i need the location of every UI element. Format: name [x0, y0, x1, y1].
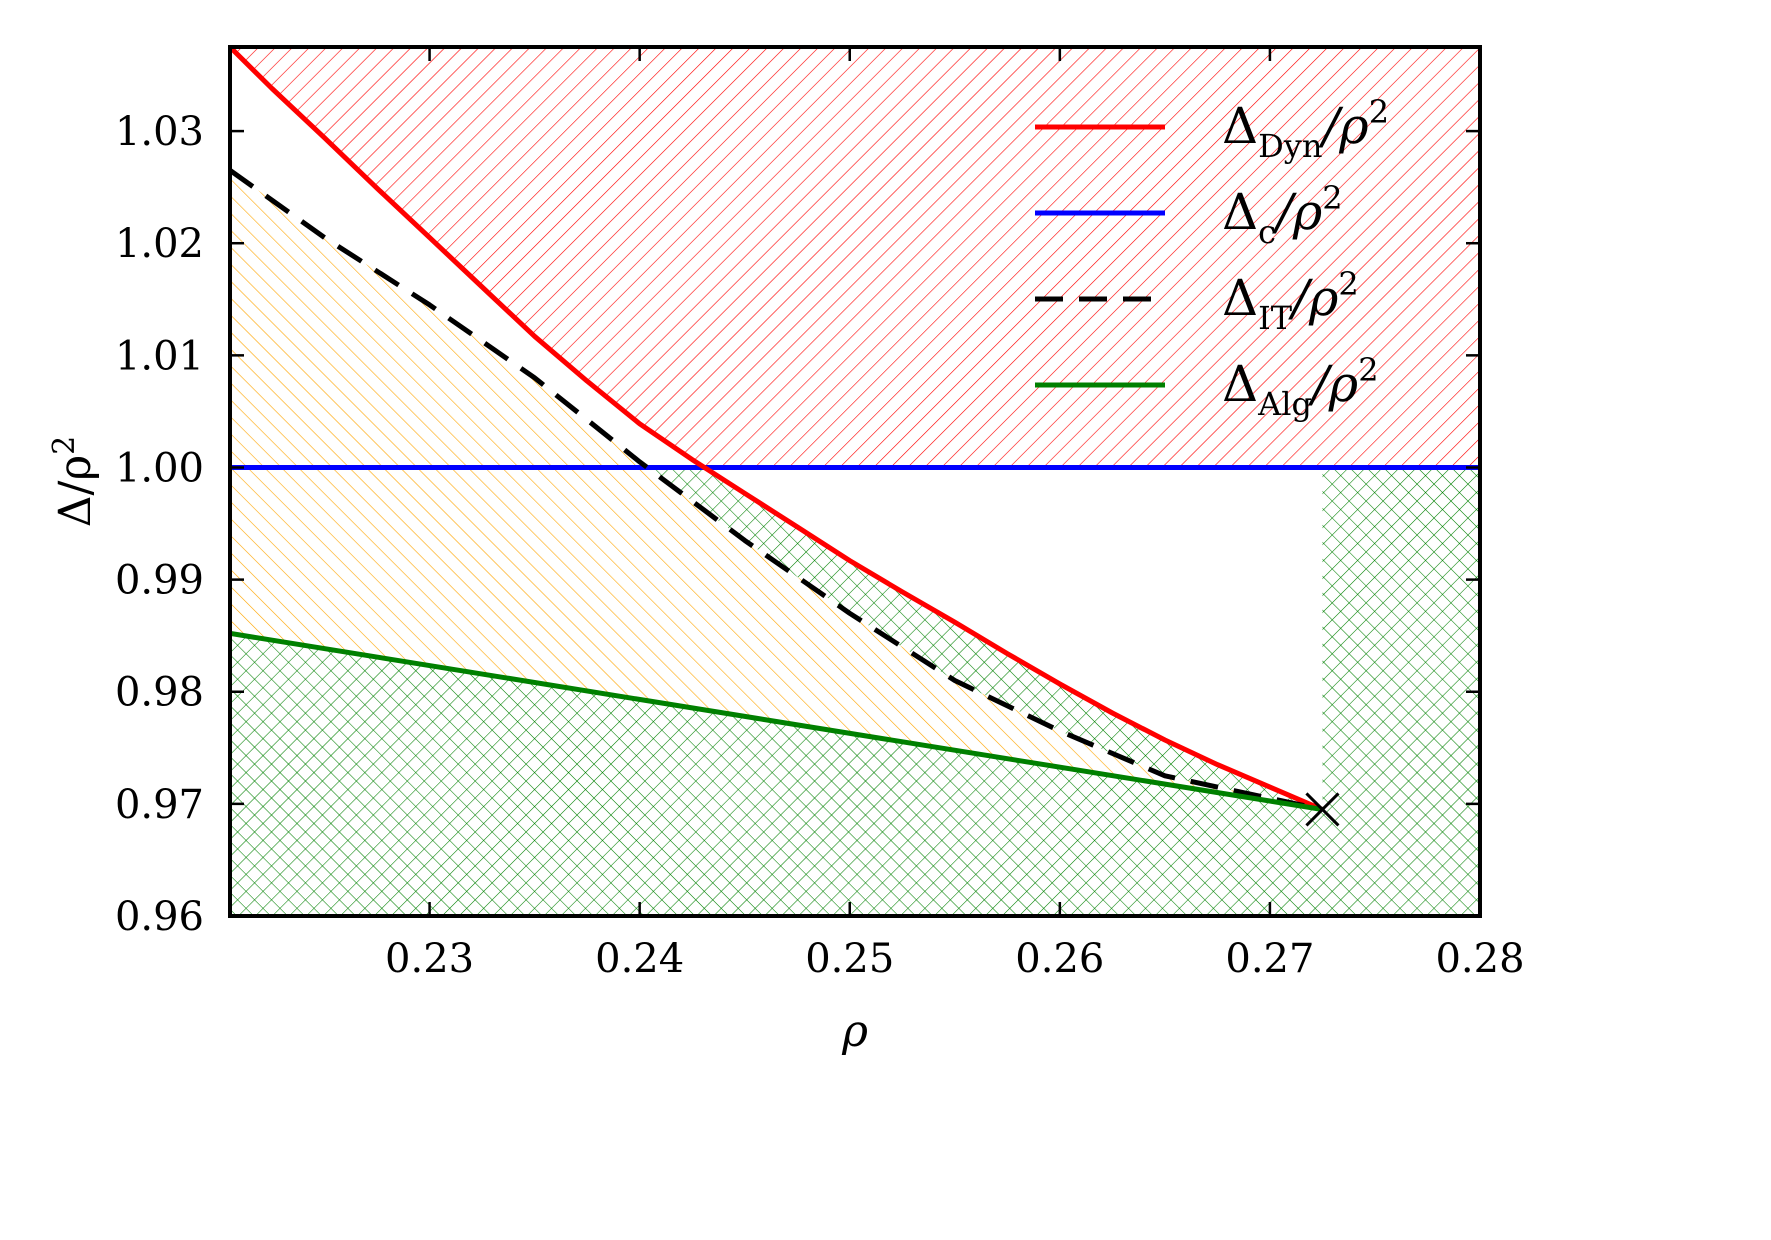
- y-tick-label: 1.03: [115, 109, 204, 155]
- x-tick-label: 0.27: [1225, 936, 1314, 982]
- legend-entry-subscript: c: [1258, 213, 1276, 251]
- y-axis-label-sup: 2: [47, 436, 82, 455]
- y-tick-label: 0.98: [115, 670, 204, 716]
- legend-entry-c: Δc/ρ2: [1222, 179, 1343, 251]
- series-line-it: [230, 168, 1323, 812]
- legend-entry-symbol: Δ: [1222, 355, 1258, 413]
- legend-entry-alg: ΔAlg/ρ2: [1222, 351, 1379, 423]
- y-tick-label: 1.01: [115, 333, 204, 379]
- endpoint-marker: [1305, 792, 1340, 827]
- y-tick-label: 0.96: [115, 894, 204, 940]
- legend-entry-symbol: Δ: [1222, 183, 1258, 241]
- y-tick-label: 1.02: [115, 221, 204, 267]
- legend-entry-suffix: /ρ: [1318, 97, 1369, 155]
- region-red-hatch: [230, 47, 1480, 468]
- legend-entry-symbol: Δ: [1222, 269, 1258, 327]
- region-green-crosshatch-lower: [230, 633, 1323, 916]
- series-line-alg: [230, 630, 1323, 812]
- legend-entry-subscript: IT: [1258, 299, 1293, 337]
- region-green-crosshatch-right: [1322, 467, 1480, 916]
- x-tick-label: 0.26: [1015, 936, 1104, 982]
- series-line-dyn: [230, 47, 1324, 812]
- endpoint-marker-stroke-b: [1305, 792, 1340, 827]
- legend-entry-suffix: /ρ: [1308, 355, 1359, 413]
- series-layer: [230, 47, 1480, 812]
- y-tick-label: 0.99: [115, 558, 204, 604]
- region-orange-hatch: [230, 170, 1323, 810]
- legend-entry-superscript: 2: [1369, 93, 1389, 131]
- legend-entry-subscript: Dyn: [1258, 127, 1322, 165]
- y-tick-label: 1.00: [115, 445, 204, 491]
- x-axis-label: ρ: [841, 1006, 868, 1057]
- y-axis-label-main: Δ/ρ: [50, 455, 101, 527]
- legend-entry-subscript: Alg: [1257, 385, 1312, 423]
- plot-frame: [228, 45, 1482, 918]
- legend-entry-suffix: /ρ: [1272, 183, 1323, 241]
- x-tick-label: 0.24: [595, 936, 684, 982]
- x-tick-label: 0.23: [385, 936, 474, 982]
- y-tick-label: 0.97: [115, 782, 204, 828]
- legend-entry-symbol: Δ: [1222, 97, 1258, 155]
- shaded-regions: [230, 47, 1480, 916]
- legend-entry-superscript: 2: [1338, 265, 1358, 303]
- y-axis-label: Δ/ρ2: [47, 436, 101, 528]
- legend-entry-superscript: 2: [1358, 351, 1378, 389]
- x-tick-label: 0.28: [1435, 936, 1524, 982]
- marker-layer: [1305, 792, 1340, 827]
- svg-text:Δ/ρ2: Δ/ρ2: [47, 436, 101, 528]
- region-green-crosshatch-middle: [647, 467, 1323, 810]
- ticks-layer: 0.23 0.24 0.25 0.26 0.27 0.28 0.96 0.97 0.98 0.99…: [115, 47, 1525, 982]
- legend-entry-superscript: 2: [1322, 179, 1342, 217]
- legend-entry-dyn: ΔDyn/ρ2: [1222, 93, 1389, 165]
- legend-entry-suffix: /ρ: [1288, 269, 1339, 327]
- x-tick-label: 0.25: [805, 936, 894, 982]
- legend-entry-it: ΔIT/ρ2: [1222, 265, 1359, 337]
